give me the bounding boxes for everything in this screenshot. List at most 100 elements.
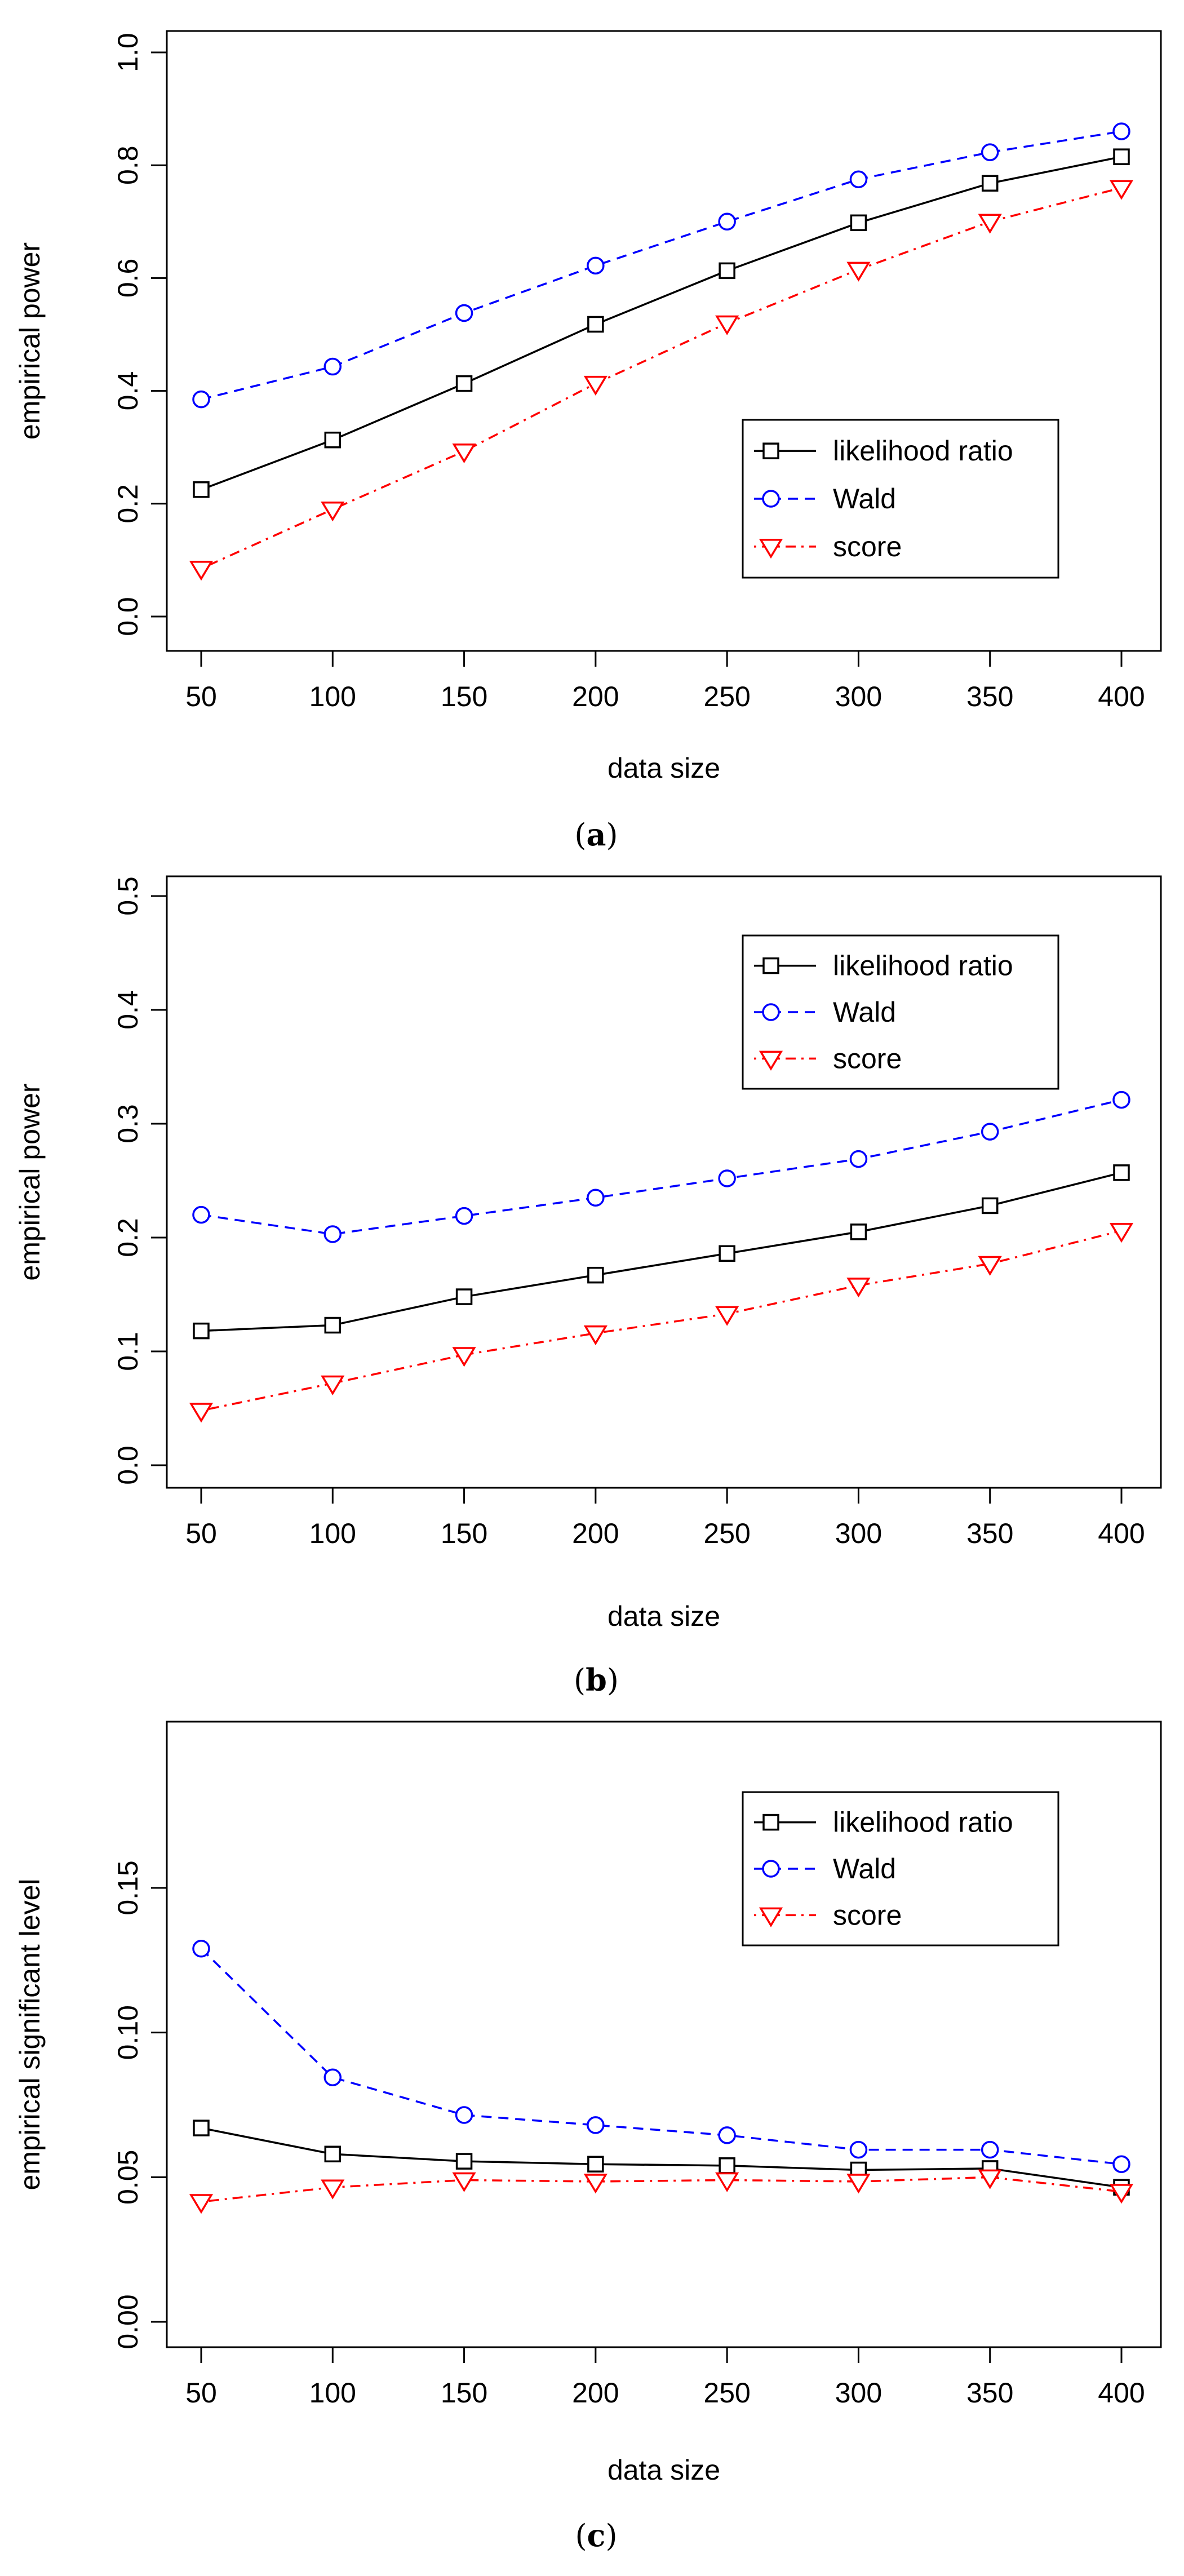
y-tick-label: 1.0 [112,33,144,72]
legend-marker-likelihood-ratio [762,957,779,974]
legend-label: Wald [833,996,896,1028]
data-point-score [978,1256,1002,1276]
x-tick-label: 200 [572,681,619,712]
x-tick-label: 350 [966,2377,1013,2409]
data-point-wald [323,357,342,376]
data-point-likelihood-ratio [455,1288,473,1305]
data-point-wald [1112,2155,1130,2173]
data-point-score [583,2174,607,2194]
plot-frame [166,875,1162,1489]
data-point-score [189,561,214,581]
series-line-wald [200,1948,1122,2165]
data-point-score [1109,2184,1134,2204]
chart-panel-c: 50 100 150 200 250 300 350 400 0.00 0.05 0.10 0.15 d… [14,1721,1162,2553]
series-line-wald [201,1098,1122,1235]
data-point-wald [192,390,210,409]
y-tick-label: 0.2 [112,1218,144,1257]
data-point-likelihood-ratio [1113,1164,1130,1181]
data-point-score [189,1403,214,1423]
chart-panel-b: 50 100 150 200 250 300 350 400 0.0 0.1 0.2 0.3 0.4 0.… [14,875,1162,1698]
data-point-likelihood-ratio [587,1266,604,1284]
data-point-wald [718,1169,736,1187]
y-tick-label: 0.8 [112,145,144,185]
data-point-score [846,261,871,282]
panel-caption: (b) [574,1662,619,1698]
data-point-likelihood-ratio [850,1223,867,1240]
data-point-likelihood-ratio [587,2156,604,2172]
x-tick-label: 100 [309,2377,356,2409]
legend-label: Wald [833,1853,896,1885]
data-point-score [715,2172,739,2192]
y-tick-label: 0.3 [112,1104,144,1143]
data-point-wald [849,2140,868,2159]
y-tick-label: 0.2 [112,484,144,524]
legend-marker-wald [762,1003,780,1021]
data-point-likelihood-ratio [193,481,210,498]
x-tick-label: 100 [309,681,356,712]
data-point-likelihood-ratio [981,175,999,192]
data-point-likelihood-ratio [324,1316,342,1334]
legend-label: likelihood ratio [833,950,1013,982]
y-tick-label: 0.4 [112,990,144,1030]
x-tick-label: 400 [1098,1518,1145,1549]
legend-label: score [833,1899,902,1931]
data-point-wald [718,212,736,231]
legend-marker-wald [762,490,780,508]
data-point-wald [323,2068,342,2086]
data-point-wald [587,2116,605,2134]
data-point-likelihood-ratio [455,2153,473,2170]
legend-marker-score [759,1907,783,1927]
data-point-likelihood-ratio [719,1245,735,1262]
data-point-likelihood-ratio [193,2120,210,2136]
y-tick-label: 0.05 [112,2150,144,2205]
data-point-score [715,1306,739,1326]
data-point-score [321,2179,345,2200]
data-point-wald [981,143,999,161]
data-point-likelihood-ratio [1113,148,1130,165]
x-tick-label: 50 [185,2377,217,2409]
data-point-wald [455,304,473,322]
x-tick-label: 150 [441,681,487,712]
data-point-score [978,2169,1002,2189]
series-line-likelihood-ratio [201,156,1122,491]
data-point-likelihood-ratio [324,431,342,449]
legend-marker-likelihood-ratio [762,1814,779,1831]
y-tick-label: 0.15 [112,1860,144,1915]
x-tick-label: 200 [572,1518,619,1549]
data-point-wald [849,1150,868,1168]
y-tick-label: 0.6 [112,259,144,298]
data-point-score [1109,1223,1134,1243]
y-tick-label: 0.0 [112,1446,144,1485]
legend-label: likelihood ratio [833,1807,1013,1838]
data-point-score [583,375,607,396]
data-point-wald [718,2126,736,2144]
x-tick-label: 250 [703,2377,750,2409]
data-point-likelihood-ratio [455,375,473,392]
data-point-score [189,2194,214,2214]
x-tick-label: 250 [703,1518,750,1549]
y-tick-label: 0.4 [112,371,144,411]
y-tick-label: 0.1 [112,1332,144,1371]
data-point-wald [323,1225,342,1243]
legend: likelihood ratio Wald score [742,934,1059,1090]
series-line-likelihood-ratio [201,1172,1122,1332]
data-point-likelihood-ratio [850,214,867,232]
data-point-score [715,315,739,335]
series-line-score [201,1230,1122,1412]
x-tick-label: 400 [1098,681,1145,712]
x-tick-label: 400 [1098,2377,1145,2409]
data-point-likelihood-ratio [324,2145,342,2163]
legend-marker-score [759,1050,783,1071]
data-point-score [978,214,1002,234]
y-tick-label: 0.10 [112,2005,144,2060]
data-point-likelihood-ratio [719,262,735,280]
plot-frame [166,30,1162,652]
legend: likelihood ratio Wald score [742,1791,1059,1947]
chart-panel-a: 50 100 150 200 250 300 350 400 0.0 0.2 0.4 0.6 0.8 1.… [14,30,1162,853]
x-tick-label: 50 [185,1518,217,1549]
x-axis-title: data size [607,1600,720,1632]
data-point-score [583,1325,607,1346]
x-tick-label: 50 [185,681,217,712]
x-tick-label: 300 [835,681,882,712]
legend-marker-wald [762,1860,780,1878]
